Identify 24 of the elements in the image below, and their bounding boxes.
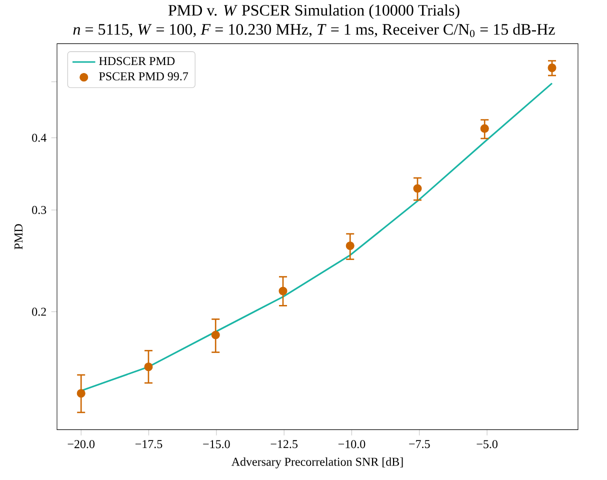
point xyxy=(413,184,422,193)
point xyxy=(278,286,288,296)
y-tick-label: 0.3 xyxy=(32,206,46,214)
point xyxy=(346,242,354,250)
point xyxy=(480,124,489,133)
x-tick-label: −12.5 xyxy=(270,440,298,448)
text: n = 5115, W = 100, F = 10.230 MHz, T = 1 ms, Receiver C/N$_{0}$ = 15 dB-Hz xyxy=(73,24,555,38)
legend-label: PSCER PMD 99.7 xyxy=(99,72,188,81)
y-tick-label: 0.4 xyxy=(32,134,46,142)
legend-label: HDSCER PMD xyxy=(99,57,175,66)
x-tick-label: −7.5 xyxy=(409,440,430,448)
y-axis-title: PMD xyxy=(14,224,22,250)
x-tick-label: −10.0 xyxy=(338,440,366,448)
x-tick-label: −15.0 xyxy=(203,440,230,448)
chart-title: PMD v. W PSCER Simulation (10000 Trials) xyxy=(168,4,460,20)
x-tick-label: −20.0 xyxy=(68,440,95,448)
x-tick-label: −17.5 xyxy=(135,440,162,448)
y-tick-label: 0.2 xyxy=(32,308,46,316)
x-tick-label: −5.0 xyxy=(476,440,498,448)
point xyxy=(548,64,556,72)
point xyxy=(144,362,153,372)
point xyxy=(76,389,86,398)
x-axis-title: Adversary Precorrelation SNR [dB] xyxy=(231,458,403,468)
point xyxy=(211,330,220,340)
